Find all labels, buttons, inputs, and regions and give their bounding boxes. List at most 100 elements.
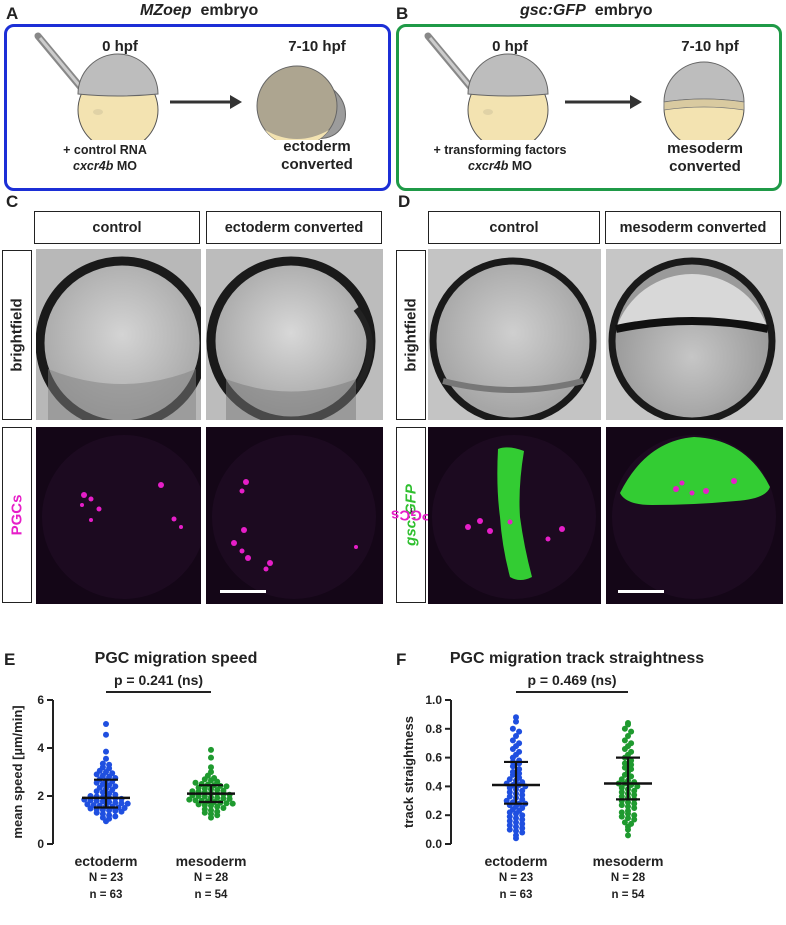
mesoderm-converted-band: [663, 98, 745, 111]
panel-d-label-pgcs: PGCs: [390, 506, 432, 524]
panel-a-frame: [4, 24, 391, 191]
data-point: [208, 746, 214, 753]
panel-a-injection-line2: cxcr4b MO: [50, 159, 160, 173]
data-point: [112, 799, 119, 806]
data-point: [208, 769, 214, 775]
data-point: [519, 805, 526, 811]
data-point: [103, 731, 109, 738]
chart-title: PGC migration track straightness: [450, 650, 704, 667]
panel-a-schematic: [34, 32, 346, 140]
data-point: [513, 714, 519, 721]
scale-bar: [220, 590, 266, 593]
arrow-head-icon: [630, 95, 642, 109]
y-axis-label: track straightness: [401, 716, 416, 828]
micrograph-c-brightfield-converted: [206, 249, 383, 420]
data-point: [519, 796, 526, 803]
data-point: [513, 828, 519, 835]
data-point: [516, 766, 523, 773]
micrograph-d-gfp-converted: [606, 427, 783, 604]
panel-c-row-fluor-label: PGCs: [8, 494, 26, 536]
data-point: [118, 800, 125, 807]
data-point: [513, 819, 519, 826]
data-point: [628, 820, 635, 827]
group-n-label: n = 63: [500, 889, 533, 901]
group-n-label: n = 54: [195, 889, 229, 901]
data-point: [519, 812, 526, 819]
y-tick-label: 0: [37, 837, 44, 851]
panel-letter-a: A: [6, 4, 19, 23]
data-point: [621, 737, 628, 744]
data-point: [516, 748, 523, 755]
data-point: [201, 785, 208, 792]
data-point: [513, 823, 519, 830]
data-point: [516, 774, 523, 781]
data-point: [516, 728, 523, 735]
data-point: [509, 725, 516, 732]
panel-a-time-end: 7-10 hpf: [288, 38, 346, 55]
y-tick-label: 2: [37, 789, 44, 803]
data-point: [84, 801, 91, 808]
data-point: [506, 793, 513, 800]
panel-letter-d: D: [398, 192, 411, 211]
data-point: [621, 819, 628, 826]
panel-a-injection-rest: MO: [116, 159, 137, 173]
micrograph-c-pgcs-converted: [206, 427, 383, 604]
micrograph-d-brightfield-control: [428, 249, 601, 420]
group-N-label: N = 23: [499, 872, 533, 884]
data-point: [628, 748, 635, 755]
data-point: [519, 829, 526, 836]
micrograph-d-gfp-control: [428, 427, 601, 604]
data-point: [112, 813, 119, 820]
data-point: [625, 815, 631, 822]
data-point: [513, 815, 519, 822]
data-point: [220, 795, 227, 802]
significance-label: p = 0.241 (ns): [114, 672, 203, 688]
group-n-label: n = 63: [90, 889, 123, 901]
data-point: [503, 797, 510, 804]
group-N-label: N = 28: [611, 872, 646, 884]
data-point: [519, 820, 526, 827]
y-axis-label: mean speed [µm/min]: [10, 705, 25, 838]
data-point: [631, 792, 638, 799]
mesoderm-converted-cap: [663, 61, 745, 103]
panel-c-row-brightfield-label: brightfield: [8, 298, 26, 372]
ectoderm-converted-embryo: [256, 65, 338, 140]
data-point: [186, 796, 193, 803]
data-point: [625, 832, 631, 839]
chart-f: PGC migration track straightness p = 0.46…: [401, 650, 704, 901]
data-point: [631, 812, 638, 819]
significance-label: p = 0.469 (ns): [527, 672, 616, 688]
data-point: [628, 761, 635, 768]
panel-c-header-converted: ectoderm converted: [206, 211, 382, 244]
data-point: [519, 816, 526, 823]
y-tick-label: 0.8: [425, 722, 442, 736]
data-point: [631, 816, 638, 823]
panel-d-row-fluor-label: gsc:GFP, PGCs: [391, 484, 432, 546]
panel-d-row-brightfield: brightfield: [396, 250, 426, 420]
data-point: [506, 776, 513, 783]
data-point: [103, 755, 109, 762]
data-point: [621, 760, 628, 767]
data-point: [625, 733, 631, 739]
data-point: [618, 776, 625, 783]
panel-b-title: gsc:GFP embryo: [520, 2, 652, 20]
data-point: [93, 797, 100, 804]
data-point: [618, 809, 625, 816]
y-tick-label: 0.2: [425, 808, 442, 822]
arrow-head-icon: [230, 95, 242, 109]
data-point: [625, 799, 631, 806]
data-point: [618, 802, 625, 809]
data-point: [618, 813, 625, 820]
panel-b-outcome-line1: mesoderm: [667, 140, 743, 157]
panel-b-schematic: [424, 32, 745, 140]
data-point: [628, 766, 635, 773]
data-point: [208, 754, 214, 761]
panel-letter-c: C: [6, 192, 19, 211]
data-point: [124, 800, 131, 807]
panel-letter-b: B: [396, 4, 409, 23]
data-point: [631, 787, 638, 794]
data-point: [223, 783, 230, 790]
panel-d-header-control: control: [428, 211, 600, 244]
panel-c-row-brightfield: brightfield: [2, 250, 32, 420]
data-point: [506, 789, 513, 796]
